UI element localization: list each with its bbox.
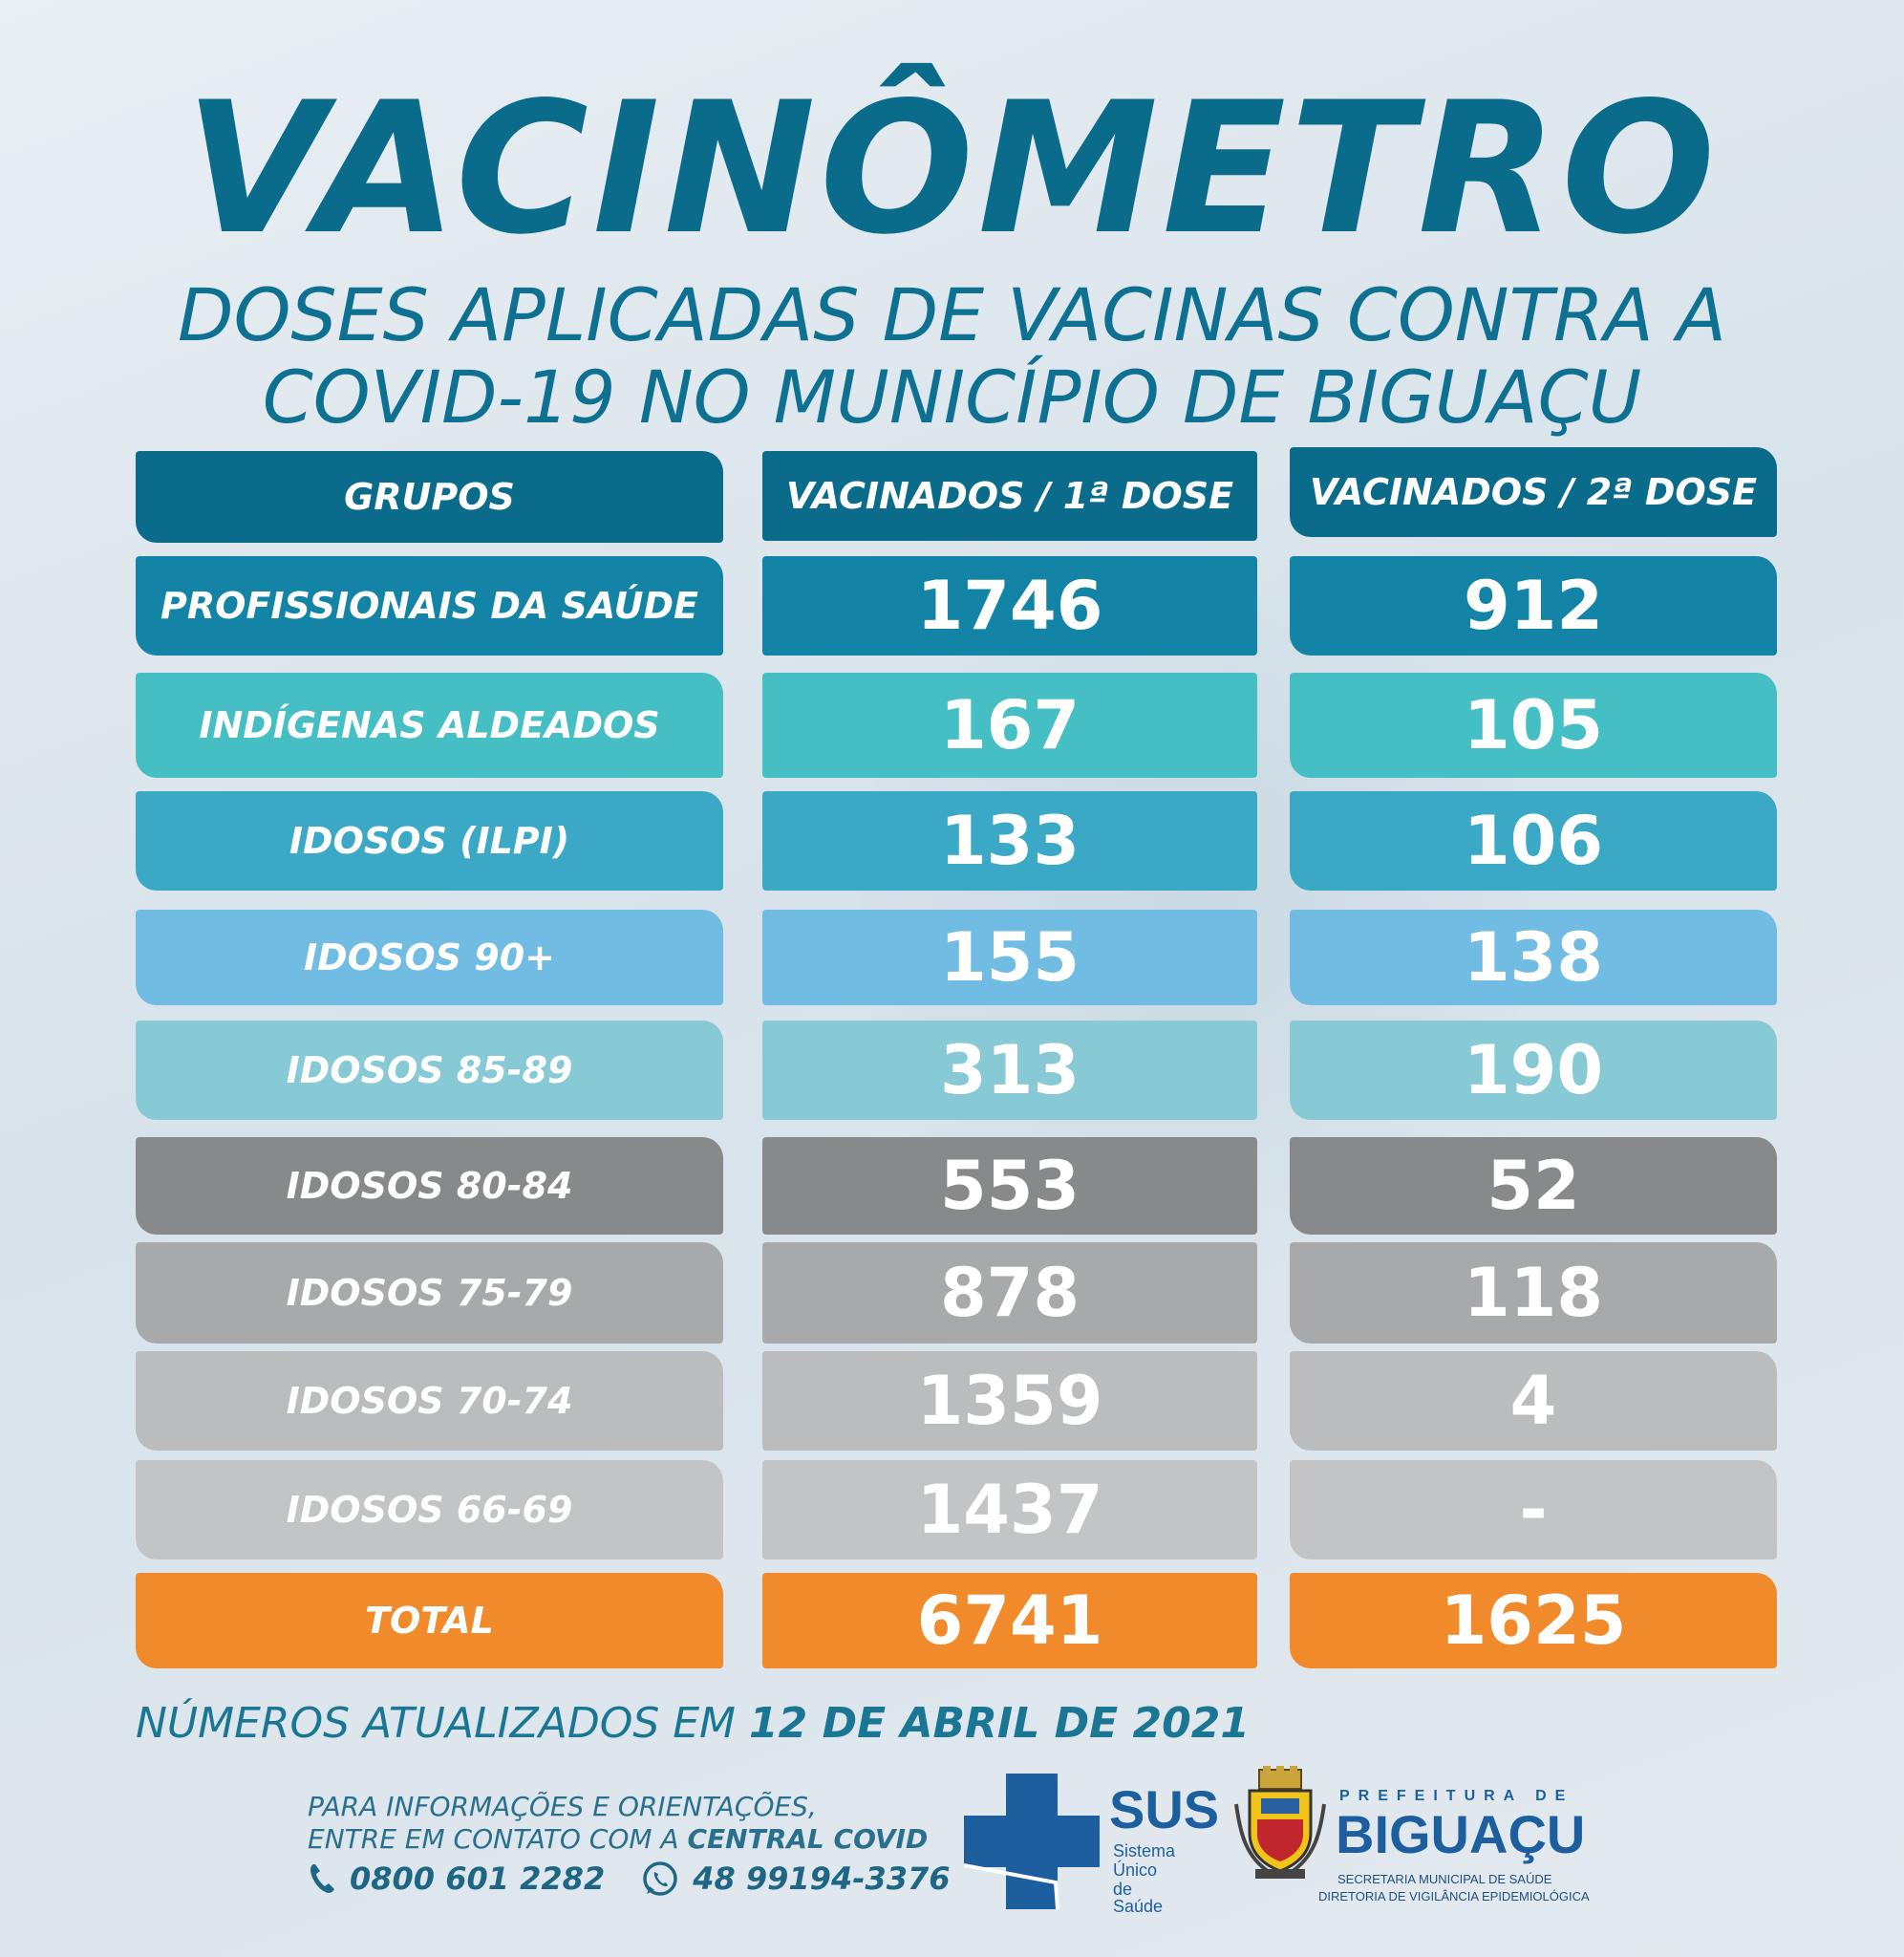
contact-phones: 0800 601 2282 48 99194-3376 xyxy=(308,1860,951,1898)
group-cell: IDOSOS 75-79 xyxy=(136,1242,723,1344)
dose2-cell: 138 xyxy=(1290,910,1777,1005)
contact-line-1: PARA INFORMAÇÕES E ORIENTAÇÕES, xyxy=(308,1791,817,1822)
whatsapp-number[interactable]: 48 99194-3376 xyxy=(693,1860,951,1897)
dose2-cell: 106 xyxy=(1290,791,1777,891)
prefeitura-line-1: SECRETARIA MUNICIPAL DE SAÚDE xyxy=(1337,1872,1552,1886)
dose1-cell: 155 xyxy=(762,910,1257,1005)
dose1-cell: 1746 xyxy=(762,556,1257,656)
updated-notice: NÚMEROS ATUALIZADOS EM 12 DE ABRIL DE 20… xyxy=(136,1703,1250,1745)
central-covid-label: CENTRAL COVID xyxy=(687,1823,929,1855)
sus-line-3: de Saúde xyxy=(1113,1880,1164,1916)
group-cell: IDOSOS 90+ xyxy=(136,910,723,1005)
coat-of-arms-icon xyxy=(1232,1766,1328,1884)
dose1-cell: 1359 xyxy=(762,1351,1257,1451)
dose1-cell: 553 xyxy=(762,1137,1257,1235)
dose2-cell: 4 xyxy=(1290,1351,1777,1451)
subtitle-line-2: COVID-19 NO MUNICÍPIO DE BIGUAÇU xyxy=(262,355,1642,440)
subtitle-line-1: DOSES APLICADAS DE VACINAS CONTRA A xyxy=(178,272,1726,357)
total-dose1-cell: 6741 xyxy=(762,1573,1257,1668)
updated-prefix: NÚMEROS ATUALIZADOS EM xyxy=(136,1699,737,1748)
dose2-cell: - xyxy=(1290,1460,1777,1559)
group-cell: IDOSOS 70-74 xyxy=(136,1351,723,1451)
dose2-cell: 105 xyxy=(1290,673,1777,778)
total-label-cell: TOTAL xyxy=(136,1573,723,1668)
contact-line-2-prefix: ENTRE EM CONTATO COM A xyxy=(308,1823,679,1855)
phone-number[interactable]: 0800 601 2282 xyxy=(350,1860,606,1897)
group-cell: IDOSOS 85-89 xyxy=(136,1021,723,1120)
column-header-dose1: VACINADOS / 1ª DOSE xyxy=(762,451,1257,541)
contact-line-2: ENTRE EM CONTATO COM A CENTRAL COVID xyxy=(308,1823,928,1856)
group-cell: IDOSOS 80-84 xyxy=(136,1137,723,1235)
whatsapp-icon xyxy=(641,1860,679,1898)
total-dose2-cell: 1625 xyxy=(1290,1573,1777,1668)
group-cell: INDÍGENAS ALDEADOS xyxy=(136,673,723,778)
dose1-cell: 878 xyxy=(762,1242,1257,1344)
column-header-groups: GRUPOS xyxy=(136,451,723,543)
dose1-cell: 167 xyxy=(762,673,1257,778)
group-cell: PROFISSIONAIS DA SAÚDE xyxy=(136,556,723,656)
dose1-cell: 133 xyxy=(762,791,1257,891)
dose2-cell: 190 xyxy=(1290,1021,1777,1120)
prefeitura-city: BIGUAÇU xyxy=(1336,1804,1586,1864)
group-cell: IDOSOS (ILPI) xyxy=(136,791,723,891)
dose2-cell: 912 xyxy=(1290,556,1777,656)
column-header-dose2: VACINADOS / 2ª DOSE xyxy=(1290,447,1777,537)
sus-line-1: Sistema xyxy=(1113,1841,1176,1860)
updated-date: 12 DE ABRIL DE 2021 xyxy=(749,1699,1251,1748)
phone-icon xyxy=(308,1862,336,1895)
sus-acronym: SUS xyxy=(1109,1779,1220,1839)
dose1-cell: 1437 xyxy=(762,1460,1257,1559)
group-cell: IDOSOS 66-69 xyxy=(136,1460,723,1559)
prefeitura-line-2: DIRETORIA DE VIGILÂNCIA EPIDEMIOLÓGICA xyxy=(1318,1889,1590,1903)
page-title: VACINÔMETRO xyxy=(184,63,1720,274)
sus-line-2: Único xyxy=(1113,1860,1158,1880)
prefeitura-top-label: PREFEITURA DE xyxy=(1339,1788,1574,1804)
dose1-cell: 313 xyxy=(762,1021,1257,1120)
dose2-cell: 118 xyxy=(1290,1242,1777,1344)
dose2-cell: 52 xyxy=(1290,1137,1777,1235)
sus-cross-icon xyxy=(960,1770,1103,1917)
